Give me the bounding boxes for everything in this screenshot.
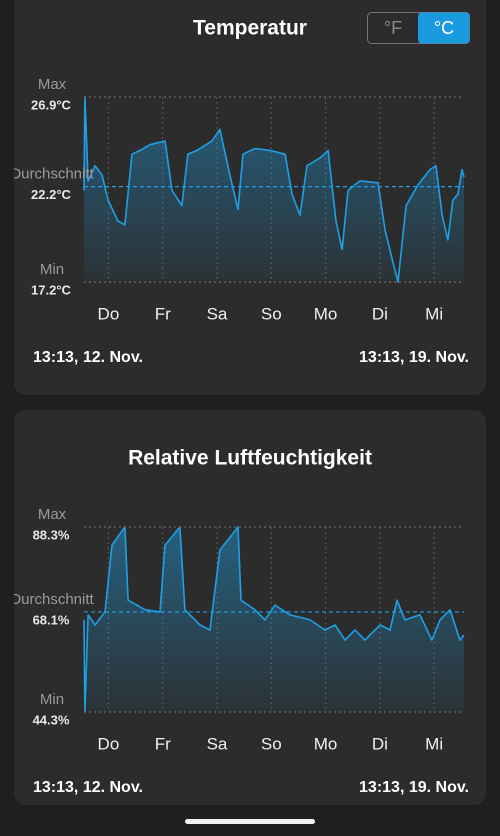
chart-title: Relative Luftfeuchtigkeit: [128, 447, 372, 470]
y-tick-caption: Min: [40, 691, 64, 708]
x-tick-label: Do: [98, 304, 120, 323]
y-tick-caption: Durchschnitt: [10, 166, 94, 183]
y-tick-label: 17.2°C: [31, 282, 72, 297]
start-time: 13:13, 12. Nov.: [33, 779, 143, 796]
x-tick-label: Mi: [425, 734, 443, 753]
x-tick-label: Mo: [314, 734, 338, 753]
x-tick-label: Fr: [155, 734, 171, 753]
x-tick-label: Sa: [207, 734, 228, 753]
chart: Temperatur Do Fr Sa So Mo Di Mi Max 26.9°C Durchsc…: [10, 17, 469, 367]
y-tick-caption: Max: [38, 76, 67, 93]
x-tick-label: Fr: [155, 304, 171, 323]
y-tick-caption: Min: [40, 261, 64, 278]
x-tick-label: Di: [372, 304, 388, 323]
x-tick-label: So: [261, 304, 282, 323]
end-time: 13:13, 19. Nov.: [359, 349, 469, 366]
end-time: 13:13, 19. Nov.: [359, 779, 469, 796]
toggle-option[interactable]: °F: [384, 18, 402, 38]
y-tick-caption: Max: [38, 506, 67, 523]
y-tick-label: 44.3%: [33, 712, 70, 727]
toggle-selected: [418, 12, 470, 44]
y-tick-label: 88.3%: [33, 527, 70, 542]
x-tick-label: Do: [98, 734, 120, 753]
chart: Relative Luftfeuchtigkeit Do Fr Sa So Mo Di Mi M…: [10, 447, 469, 797]
x-tick-label: Mo: [314, 304, 338, 323]
line: [83, 96, 465, 283]
unit-toggle[interactable]: °F °C: [367, 12, 470, 44]
x-tick-label: Di: [372, 734, 388, 753]
x-tick-label: Sa: [207, 304, 228, 323]
area: [84, 97, 464, 282]
x-tick-label: So: [261, 734, 282, 753]
area: [84, 527, 464, 712]
y-tick-label: 22.2°C: [31, 187, 72, 202]
line: [83, 526, 465, 713]
chart-title: Temperatur: [193, 17, 307, 40]
home-indicator: [185, 819, 315, 824]
x-tick-label: Mi: [425, 304, 443, 323]
toggle-option[interactable]: °C: [434, 18, 454, 38]
start-time: 13:13, 12. Nov.: [33, 349, 143, 366]
y-tick-label: 26.9°C: [31, 97, 72, 112]
y-tick-caption: Durchschnitt: [10, 591, 94, 608]
y-tick-label: 68.1%: [33, 612, 70, 627]
